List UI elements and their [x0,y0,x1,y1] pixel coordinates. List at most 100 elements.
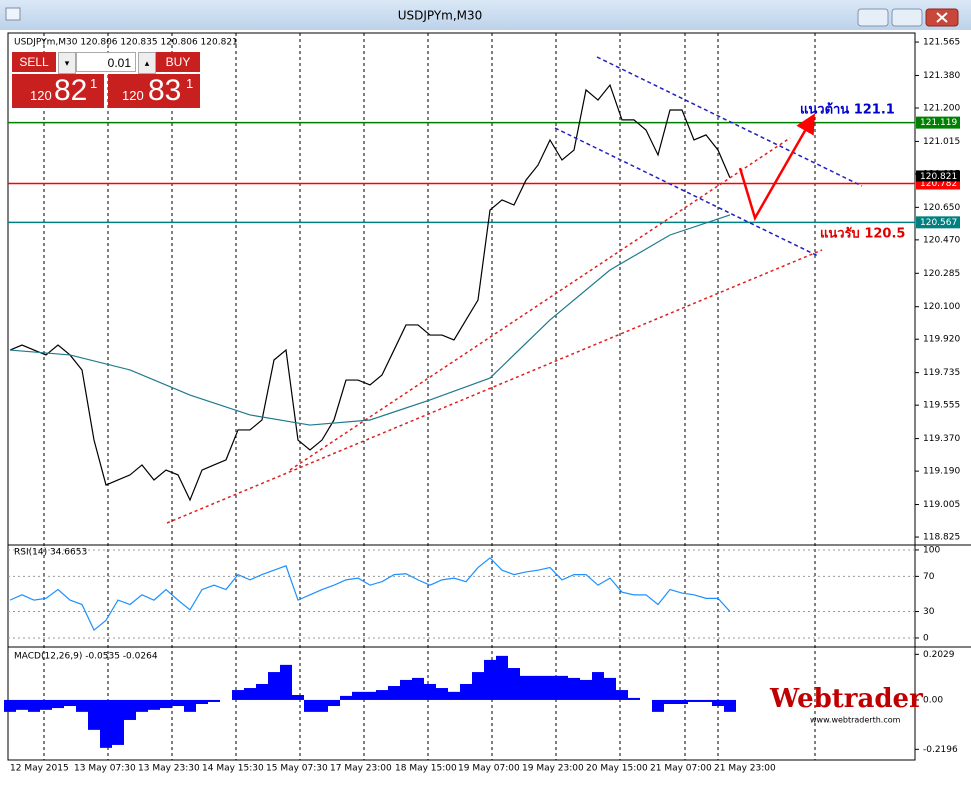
sell-button[interactable]: SELL [12,52,56,72]
histogram-bar [136,699,148,712]
histogram-bar [400,679,412,700]
histogram-bar [544,675,556,700]
histogram-bar [88,699,100,730]
histogram-bar [16,699,28,710]
trade-panel: SELL ▾ 0.01 ▴ BUY 120 82 1 120 83 1 [12,52,200,108]
y-tick-label: 119.555 [923,401,960,411]
histogram-bar [712,699,724,707]
window-title: USDJPYm,M30 [398,9,483,23]
ask-small: 1 [186,76,194,91]
x-tick-label: 19 May 23:00 [522,764,584,774]
histogram-bar [184,699,196,712]
y-tick-label: 120.650 [923,203,960,213]
histogram-bar [436,688,448,700]
histogram-bar [244,688,256,700]
y-tick-label: 100 [923,545,940,555]
y-tick-label: 119.370 [923,434,960,444]
maximize-button[interactable] [891,8,923,27]
histogram-bar [460,683,472,700]
histogram-bar [364,691,376,700]
y-tick-label: 120.470 [923,235,960,245]
buy-button[interactable]: BUY [156,52,200,72]
histogram-bar [304,699,316,712]
ask-box[interactable]: 120 83 1 [108,74,200,108]
bid-box[interactable]: 120 82 1 [12,74,104,108]
histogram-bar [268,672,280,700]
x-tick-label: 20 May 15:00 [586,764,648,774]
y-tick-label: 118.825 [923,533,960,543]
histogram-bar [208,699,220,702]
histogram-bar [256,683,268,700]
histogram-bar [604,677,616,700]
histogram-bar [292,695,304,700]
histogram-bar [340,695,352,700]
y-tick-label: 0 [923,633,929,643]
logo-url: www.webtraderth.com [810,716,901,725]
x-tick-label: 18 May 15:00 [395,764,457,774]
histogram-bar [448,691,460,700]
y-tick-label: 119.735 [923,368,960,378]
resistance-note: แนวต้าน 121.1 [800,102,895,118]
histogram-bar [472,672,484,700]
minimize-button[interactable] [857,8,889,27]
histogram-bar [4,699,16,712]
histogram-bar [196,699,208,704]
histogram-bar [532,675,544,700]
y-tick-label: 121.015 [923,137,960,147]
y-tick-label: 119.190 [923,467,960,477]
y-tick-label: 120.285 [923,269,960,279]
x-tick-label: 15 May 07:30 [266,764,328,774]
x-tick-label: 21 May 23:00 [714,764,776,774]
histogram-bar [280,664,292,700]
rsi-header: RSI(14) 34.6653 [14,548,87,558]
y-tick-label: 121.380 [923,71,960,81]
histogram-bar [28,699,40,712]
bid-big: 120 [30,88,52,103]
y-tick-label: 30 [923,607,935,617]
y-tick-label: 0.00 [923,695,943,705]
lot-dropdown[interactable]: ▾ [58,52,76,74]
histogram-bar [124,699,136,720]
last-price-label: 120.821 [920,172,957,182]
chart-frame [7,32,916,761]
bid-main: 82 [54,74,88,107]
x-tick-label: 17 May 23:00 [330,764,392,774]
ask-big: 120 [122,88,144,103]
x-tick-label: 13 May 07:30 [74,764,136,774]
histogram-bar [616,690,628,700]
histogram-bar [592,672,604,700]
histogram-bar [76,699,88,712]
ask-main: 83 [148,74,182,107]
histogram-bar [52,699,64,709]
x-tick-label: 13 May 23:30 [138,764,200,774]
marks: 121.565121.380121.200121.015120.835120.6… [4,38,960,774]
y-tick-label: -0.2196 [923,745,958,755]
last-price-box [916,170,960,182]
histogram-bar [652,699,664,712]
price-level-label: 120.567 [920,218,957,228]
y-tick-label: 119.920 [923,335,960,345]
histogram-bar [664,699,676,704]
trend-lines [166,56,863,524]
histogram-bar [160,699,172,709]
histogram-bar [688,699,700,702]
y-tick-label: 0.2029 [923,650,955,660]
series-line [9,83,731,502]
window-icon [5,7,21,21]
histogram-bar [112,699,124,745]
y-tick-label: 119.005 [923,500,960,510]
y-tick-label: 70 [923,572,935,582]
title-bar [0,0,971,30]
histogram-bar [328,699,340,707]
time-grid [43,33,816,760]
histogram-bar [700,699,712,702]
histogram-bar [376,690,388,700]
close-icon [936,12,948,23]
histogram-bar [496,655,508,700]
x-tick-label: 21 May 07:00 [650,764,712,774]
support-note: แนวรับ 120.5 [820,227,905,242]
bid-small: 1 [90,76,98,91]
lot-input[interactable]: 0.01 [76,52,136,72]
lot-stepper[interactable]: ▴ [138,52,156,74]
